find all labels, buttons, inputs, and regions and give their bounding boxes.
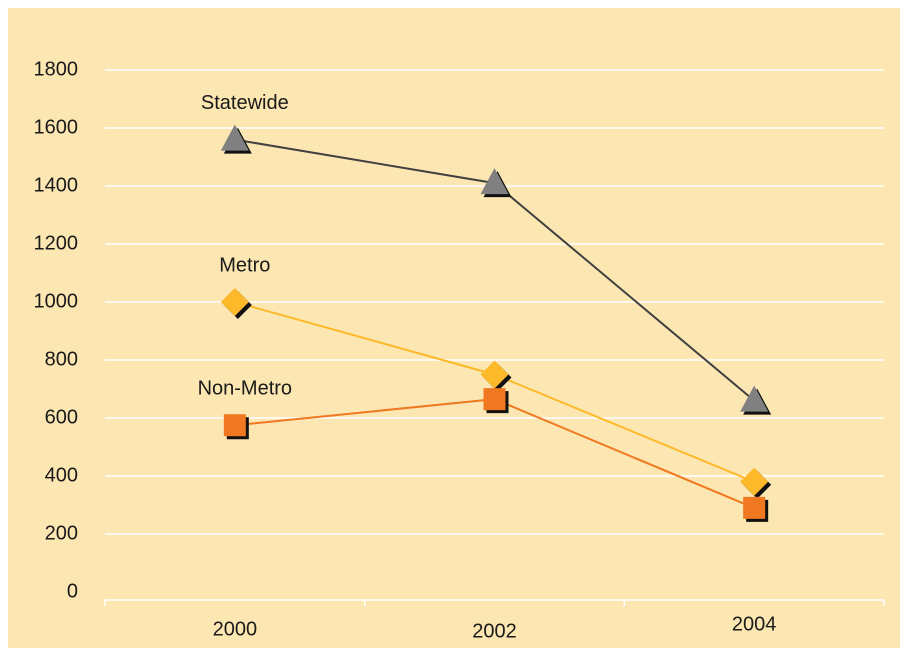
x-tick-label: 2000 (213, 618, 258, 640)
series-label: Statewide (201, 92, 289, 114)
y-tick-label: 600 (45, 406, 78, 428)
chart-background (8, 8, 900, 648)
marker (480, 168, 509, 195)
x-tick-label: 2004 (732, 613, 777, 635)
marker (483, 388, 506, 411)
marker (220, 124, 249, 151)
marker (743, 496, 766, 519)
series-label: Non-Metro (198, 378, 292, 400)
marker (220, 288, 249, 316)
x-tick-label: 2002 (472, 620, 517, 642)
series-label: Metro (219, 254, 270, 276)
marker (480, 360, 509, 389)
y-tick-label: 1000 (34, 290, 79, 312)
marker (740, 467, 769, 496)
y-tick-label: 200 (45, 522, 78, 544)
y-tick-label: 1600 (34, 116, 79, 138)
marker (223, 414, 246, 437)
y-tick-label: 0 (67, 580, 78, 602)
y-tick-label: 1800 (34, 58, 79, 80)
y-tick-label: 400 (45, 464, 78, 486)
marker (740, 385, 769, 412)
y-tick-label: 800 (45, 348, 78, 370)
y-tick-label: 1400 (34, 174, 79, 196)
y-tick-label: 1200 (34, 232, 79, 254)
